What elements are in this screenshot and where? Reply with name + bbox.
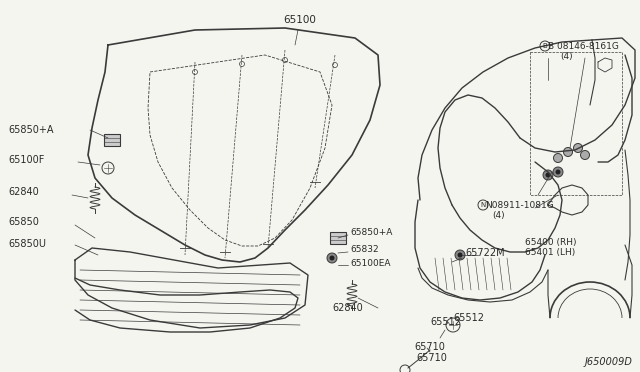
Text: N: N <box>481 202 486 208</box>
Text: 65850U: 65850U <box>8 239 46 249</box>
Text: 62840: 62840 <box>333 303 364 313</box>
Circle shape <box>330 256 335 260</box>
Circle shape <box>556 170 561 174</box>
Circle shape <box>327 253 337 263</box>
Text: 65710: 65710 <box>417 353 447 363</box>
Bar <box>104 134 120 146</box>
Text: 65100: 65100 <box>284 15 316 25</box>
Text: 65100F: 65100F <box>8 155 44 165</box>
Text: 65512: 65512 <box>453 313 484 323</box>
Text: 65710: 65710 <box>415 342 445 352</box>
Circle shape <box>553 167 563 177</box>
Text: 65512: 65512 <box>430 317 461 327</box>
Bar <box>330 232 346 244</box>
Text: (4): (4) <box>492 211 504 219</box>
Circle shape <box>543 170 553 180</box>
Text: 65850+A: 65850+A <box>8 125 54 135</box>
Text: N08911-1081G: N08911-1081G <box>485 201 554 209</box>
Circle shape <box>573 144 582 153</box>
Circle shape <box>563 148 573 157</box>
Text: (4): (4) <box>560 51 573 61</box>
Text: 65401 (LH): 65401 (LH) <box>525 248 575 257</box>
Text: B: B <box>543 43 547 49</box>
Text: 65722M: 65722M <box>465 248 504 258</box>
Text: 65832: 65832 <box>350 246 379 254</box>
Circle shape <box>458 253 463 257</box>
Circle shape <box>554 154 563 163</box>
Text: 65400 (RH): 65400 (RH) <box>525 237 577 247</box>
Text: B 08146-8161G: B 08146-8161G <box>548 42 619 51</box>
Circle shape <box>580 151 589 160</box>
Text: J650009D: J650009D <box>584 357 632 367</box>
Circle shape <box>545 173 550 177</box>
Text: 62840: 62840 <box>8 187 39 197</box>
Text: 65850: 65850 <box>8 217 39 227</box>
Text: 65100EA: 65100EA <box>350 260 390 269</box>
Circle shape <box>455 250 465 260</box>
Text: 65850+A: 65850+A <box>350 228 392 237</box>
